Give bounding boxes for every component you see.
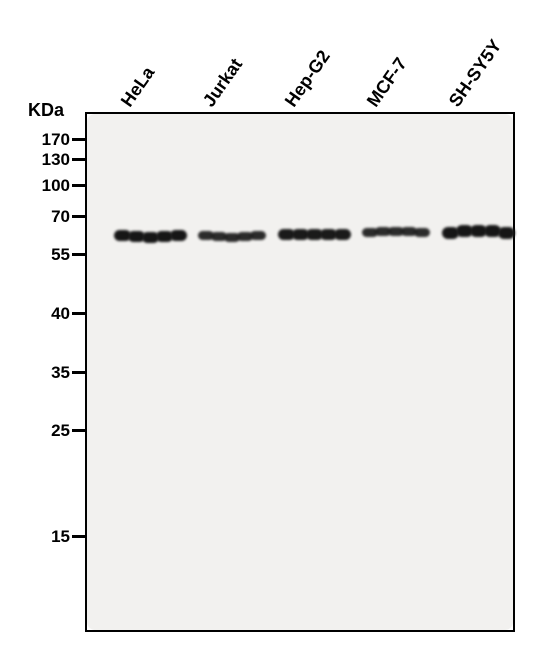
lane-label: Jurkat xyxy=(199,55,247,111)
mw-tick xyxy=(72,158,86,161)
lane-label: MCF-7 xyxy=(363,54,412,111)
mw-tick xyxy=(72,535,86,538)
band xyxy=(414,228,430,237)
mw-label: 130 xyxy=(20,150,70,170)
blot-frame xyxy=(85,112,515,632)
band xyxy=(170,230,187,241)
lane-label: Hep-G2 xyxy=(281,47,335,111)
lane-label: SH-SY5Y xyxy=(445,36,506,111)
mw-tick xyxy=(72,253,86,256)
mw-tick xyxy=(72,312,86,315)
mw-tick xyxy=(72,215,86,218)
band xyxy=(498,227,515,239)
mw-tick xyxy=(72,371,86,374)
mw-tick xyxy=(72,429,86,432)
mw-label: 15 xyxy=(20,527,70,547)
mw-label: 55 xyxy=(20,245,70,265)
mw-tick xyxy=(72,138,86,141)
band xyxy=(250,231,266,240)
mw-label: 35 xyxy=(20,363,70,383)
band xyxy=(334,229,351,240)
mw-label: 100 xyxy=(20,176,70,196)
mw-label: 70 xyxy=(20,207,70,227)
mw-label: 25 xyxy=(20,421,70,441)
mw-tick xyxy=(72,184,86,187)
axis-title-kda: KDa xyxy=(28,100,64,121)
lane-label: HeLa xyxy=(117,63,159,111)
mw-label: 170 xyxy=(20,130,70,150)
mw-label: 40 xyxy=(20,304,70,324)
